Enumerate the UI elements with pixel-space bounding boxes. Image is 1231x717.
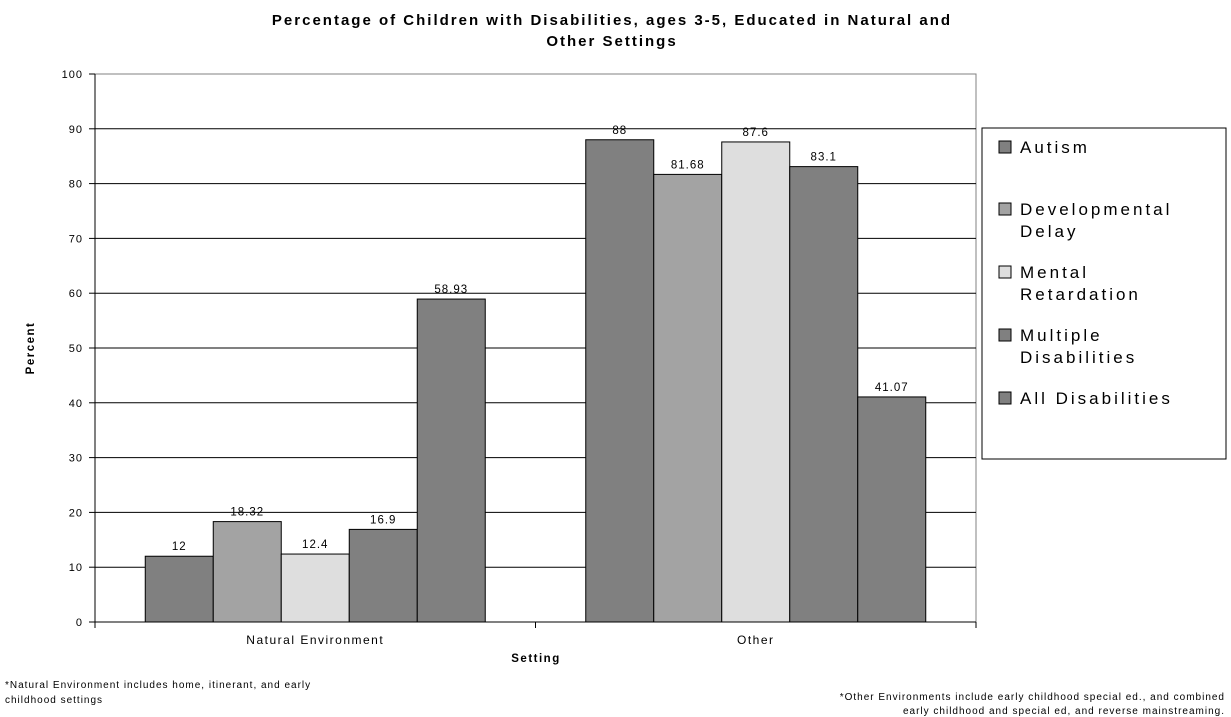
legend-label: Disabilities [1020,348,1137,367]
y-tick-label: 40 [69,398,83,410]
chart-title-line-1: Percentage of Children with Disabilities… [272,12,952,29]
data-label: 58.93 [434,284,468,296]
bars [144,139,927,623]
data-labels: 12 18.32 12.4 16.9 58.93 88 81.68 87.6 83.1 41.07 [172,125,909,553]
bar [416,298,486,623]
bar [280,553,350,623]
legend-item: All Disabilities [998,389,1173,408]
data-label: 41.07 [875,382,909,394]
data-label: 87.6 [743,127,769,139]
y-tick-label: 60 [69,288,83,300]
y-tick-label: 90 [69,124,83,136]
data-label: 18.32 [230,507,264,519]
legend-label: All Disabilities [1020,389,1173,408]
bar [653,173,723,623]
data-label: 83.1 [811,152,837,164]
legend-swatch [998,140,1012,154]
x-category-label: Other [737,633,775,647]
footnote-natural-line-2: childhood settings [5,695,103,706]
data-label: 88 [612,125,627,137]
legend-item: Multiple Disabilities [998,326,1137,367]
legend-label: Developmental [1020,200,1172,219]
x-category-label: Natural Environment [246,633,384,647]
y-tick-label: 10 [69,562,83,574]
bar [789,166,859,623]
y-tick-label: 30 [69,453,83,465]
legend-label: Multiple [1020,326,1103,345]
y-tick-label: 50 [69,343,83,355]
legend: Autism Developmental Delay Mental Retardatio… [981,127,1227,460]
x-axis-label: Setting [511,653,560,665]
footnotes: *Natural Environment includes home, itin… [5,680,1225,717]
data-label: 12 [172,541,187,553]
legend-swatch [998,265,1012,279]
chart-title-line-2: Other Settings [546,33,677,50]
data-label: 16.9 [370,514,396,526]
y-tick-label: 100 [62,69,83,81]
bar [144,555,214,623]
legend-swatch [998,328,1012,342]
footnote-natural-line-1: *Natural Environment includes home, itin… [5,680,311,691]
footnote-other-line-2: early childhood and special ed, and reve… [903,706,1225,717]
legend-label: Retardation [1020,285,1141,304]
y-tick-label: 70 [69,233,83,245]
legend-box [981,127,1227,460]
legend-item: Autism [998,138,1090,157]
data-label: 81.68 [671,159,705,171]
chart-title: Percentage of Children with Disabilities… [272,12,952,50]
y-axis: 0 10 20 30 40 50 60 70 80 90 100 [62,69,96,629]
bar [585,139,655,623]
y-axis-label: Percent [25,322,37,375]
legend-label: Autism [1020,138,1090,157]
bar [721,141,791,623]
legend-swatch [998,391,1012,405]
bar [857,396,927,623]
y-tick-label: 0 [76,617,83,629]
x-axis: Natural Environment Other [94,621,977,647]
bar [212,521,282,623]
legend-label: Mental [1020,263,1089,282]
footnote-other-line-1: *Other Environments include early childh… [840,692,1225,703]
legend-swatch [998,202,1012,216]
legend-label: Delay [1020,222,1078,241]
bar [348,528,418,623]
legend-item: Mental Retardation [998,263,1141,304]
data-label: 12.4 [302,539,328,551]
legend-item: Developmental Delay [998,200,1172,241]
y-tick-label: 20 [69,507,83,519]
y-tick-label: 80 [69,179,83,191]
